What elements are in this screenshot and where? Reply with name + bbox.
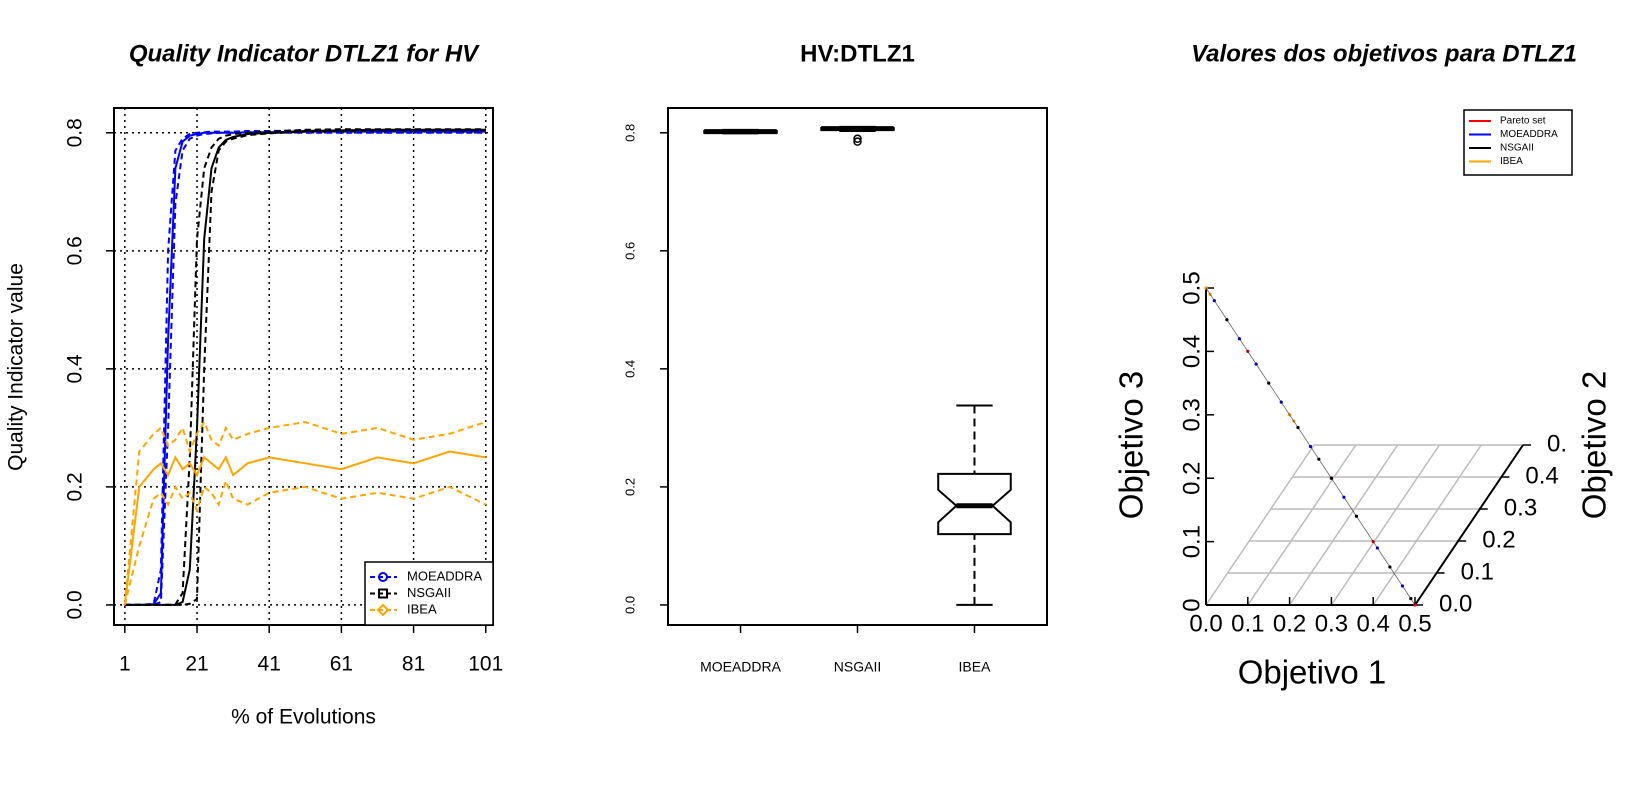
y-tick-label: 0.4 <box>1525 462 1558 489</box>
series-line <box>123 478 487 606</box>
y-tick-label: 0.2 <box>622 478 637 496</box>
grid-line <box>1372 444 1482 606</box>
legend-label: IBEA <box>407 601 437 616</box>
grid-line <box>1247 444 1357 606</box>
grid-line <box>1330 444 1441 606</box>
x-tick-label: 0.0 <box>1189 610 1222 637</box>
y-tick-label: 0.6 <box>64 236 87 265</box>
outlier <box>853 137 862 146</box>
legend-label: MOEADDRA <box>407 568 482 583</box>
y-axis-label: Quality Indicator value <box>5 263 28 471</box>
grid-line <box>1205 444 1315 606</box>
grid-line <box>1288 444 1399 606</box>
x-axis-label: Objetivo 1 <box>1238 654 1387 691</box>
legend-marker <box>378 572 388 582</box>
legend-label: NSGAII <box>1500 143 1534 154</box>
x-tick-label: 0.3 <box>1315 610 1348 637</box>
x-tick-label: 81 <box>402 653 425 676</box>
series-line <box>124 129 486 606</box>
x-tick-label: IBEA <box>959 659 992 675</box>
legend-label: Pareto set <box>1500 116 1546 127</box>
outlier <box>853 134 862 143</box>
x-tick-label: 0.2 <box>1273 610 1306 637</box>
z-tick-label: 0 <box>1178 598 1205 611</box>
series-line <box>123 419 487 605</box>
plot-frame <box>113 107 494 626</box>
y-tick-label: 0.0 <box>1439 590 1472 617</box>
y-tick-label: 0.4 <box>64 354 87 384</box>
z-tick-label: 0.2 <box>1178 462 1205 495</box>
z-axis-label: Objetivo 3 <box>1113 371 1150 520</box>
x-tick-label: 61 <box>330 653 353 676</box>
chart-title: Valores dos objetivos para DTLZ1 <box>1191 40 1577 67</box>
x-tick-label: 0.4 <box>1357 610 1390 637</box>
plot-frame <box>667 107 1048 626</box>
chart-title: HV:DTLZ1 <box>800 40 915 67</box>
z-tick-label: 0.1 <box>1178 525 1205 558</box>
z-tick-label: 0.4 <box>1178 335 1205 368</box>
legend-marker <box>376 603 390 617</box>
y-tick-label: 0. <box>1547 430 1567 457</box>
y-tick-label: 0.8 <box>64 118 87 147</box>
y-tick-label: 0.6 <box>622 242 637 260</box>
legend-marker <box>378 588 388 599</box>
x-tick-label: 101 <box>468 653 503 676</box>
legend-label: IBEA <box>1500 156 1523 167</box>
series-line <box>124 129 486 606</box>
series-line <box>124 131 486 606</box>
x-tick-label: 0.5 <box>1398 610 1431 637</box>
series-line <box>124 128 486 606</box>
series-line <box>124 128 486 606</box>
series-line <box>123 450 486 606</box>
x-tick-label: 0.1 <box>1231 610 1264 637</box>
y-tick-label: 0.8 <box>622 124 637 142</box>
x-tick-label: NSGAII <box>834 659 881 675</box>
y-tick-label: 0.0 <box>622 596 637 614</box>
y-tick-label: 0.1 <box>1461 558 1494 585</box>
y-axis <box>1414 444 1524 606</box>
diagonal-front <box>1205 287 1416 606</box>
y-tick-label: 0.4 <box>622 360 637 378</box>
x-axis-label: % of Evolutions <box>231 706 376 729</box>
y-tick-label: 0.3 <box>1504 494 1537 521</box>
chart-title: Quality Indicator DTLZ1 for HV <box>129 40 480 67</box>
x-tick-label: 1 <box>119 653 131 676</box>
series-line <box>124 130 486 606</box>
z-tick-label: 0.5 <box>1178 271 1205 304</box>
x-tick-label: 21 <box>185 653 208 676</box>
legend-label: NSGAII <box>407 585 451 600</box>
x-tick-label: MOEADDRA <box>700 659 782 675</box>
z-tick-label: 0.3 <box>1178 398 1205 431</box>
y-tick-label: 0.2 <box>1482 526 1515 553</box>
y-axis-label: Objetivo 2 <box>1576 371 1613 520</box>
x-tick-label: 41 <box>258 653 281 676</box>
y-tick-label: 0.0 <box>64 590 87 619</box>
y-tick-label: 0.2 <box>64 472 87 501</box>
legend-label: MOEADDRA <box>1500 129 1558 140</box>
